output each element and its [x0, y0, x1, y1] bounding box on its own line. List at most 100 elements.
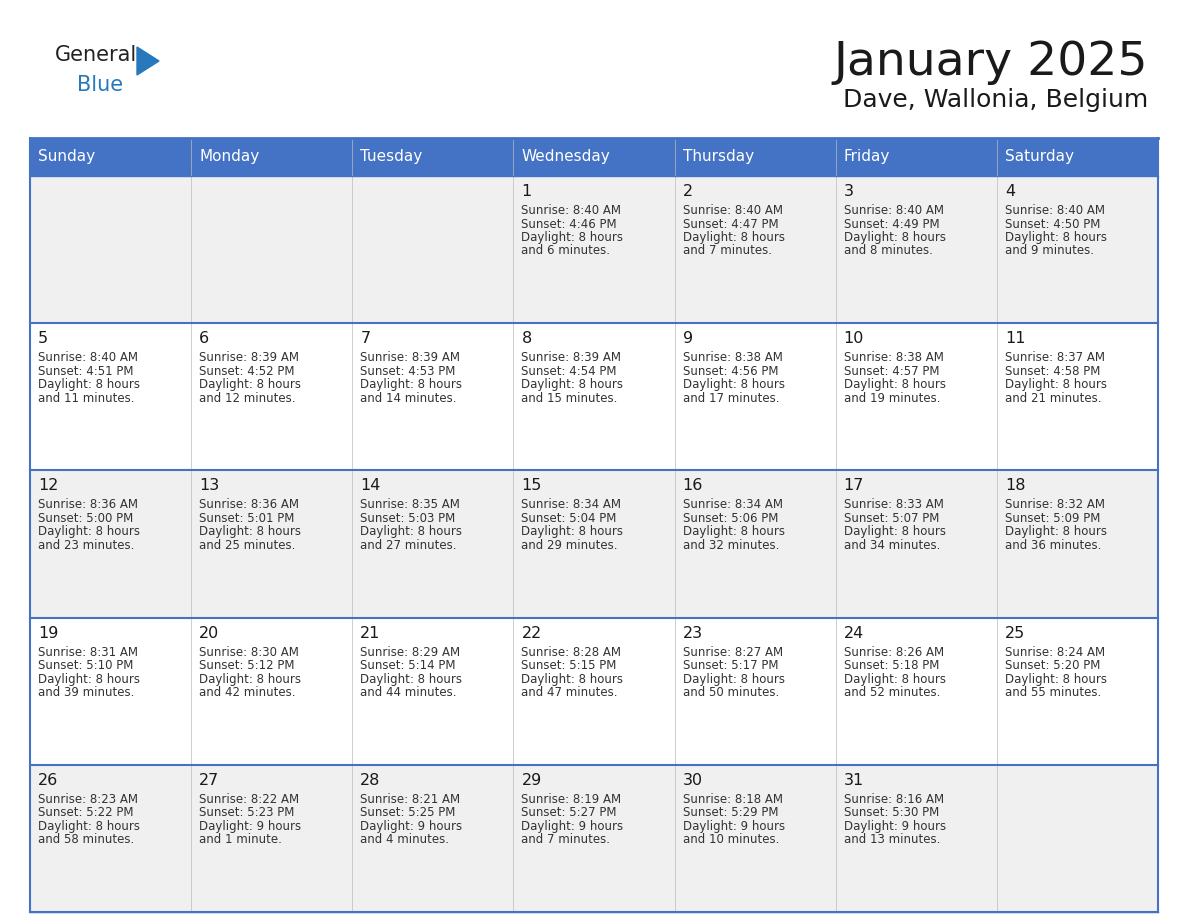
Text: Daylight: 8 hours: Daylight: 8 hours [38, 378, 140, 391]
Text: Daylight: 8 hours: Daylight: 8 hours [683, 378, 784, 391]
Text: Daylight: 8 hours: Daylight: 8 hours [1005, 673, 1107, 686]
Text: Sunrise: 8:39 AM: Sunrise: 8:39 AM [360, 352, 460, 364]
Text: Sunset: 5:01 PM: Sunset: 5:01 PM [200, 512, 295, 525]
Text: Sunset: 4:47 PM: Sunset: 4:47 PM [683, 218, 778, 230]
Text: Sunrise: 8:24 AM: Sunrise: 8:24 AM [1005, 645, 1105, 658]
Text: Daylight: 8 hours: Daylight: 8 hours [200, 673, 301, 686]
Text: Sunset: 5:14 PM: Sunset: 5:14 PM [360, 659, 456, 672]
Text: Daylight: 8 hours: Daylight: 8 hours [38, 673, 140, 686]
Text: Daylight: 8 hours: Daylight: 8 hours [522, 525, 624, 538]
Text: 28: 28 [360, 773, 380, 788]
Text: Sunrise: 8:34 AM: Sunrise: 8:34 AM [522, 498, 621, 511]
Text: Sunrise: 8:30 AM: Sunrise: 8:30 AM [200, 645, 299, 658]
Text: 9: 9 [683, 331, 693, 346]
Text: Sunrise: 8:40 AM: Sunrise: 8:40 AM [522, 204, 621, 217]
Text: 20: 20 [200, 625, 220, 641]
Text: Daylight: 8 hours: Daylight: 8 hours [360, 378, 462, 391]
Text: Sunset: 5:29 PM: Sunset: 5:29 PM [683, 806, 778, 819]
Text: Sunrise: 8:22 AM: Sunrise: 8:22 AM [200, 793, 299, 806]
Bar [30, 176, 1158, 323]
Text: and 4 minutes.: and 4 minutes. [360, 834, 449, 846]
Text: Daylight: 8 hours: Daylight: 8 hours [843, 673, 946, 686]
Text: and 19 minutes.: and 19 minutes. [843, 392, 940, 405]
Text: and 39 minutes.: and 39 minutes. [38, 686, 134, 700]
Text: and 29 minutes.: and 29 minutes. [522, 539, 618, 552]
Text: Sunset: 5:09 PM: Sunset: 5:09 PM [1005, 512, 1100, 525]
Text: 17: 17 [843, 478, 864, 493]
Text: and 1 minute.: and 1 minute. [200, 834, 282, 846]
Text: Tuesday: Tuesday [360, 150, 423, 164]
Text: Dave, Wallonia, Belgium: Dave, Wallonia, Belgium [842, 88, 1148, 112]
Bar [30, 470, 1158, 618]
Text: and 32 minutes.: and 32 minutes. [683, 539, 779, 552]
Text: Sunset: 5:10 PM: Sunset: 5:10 PM [38, 659, 133, 672]
Text: Sunrise: 8:23 AM: Sunrise: 8:23 AM [38, 793, 138, 806]
Text: Sunset: 4:50 PM: Sunset: 4:50 PM [1005, 218, 1100, 230]
Text: 13: 13 [200, 478, 220, 493]
Text: 3: 3 [843, 184, 854, 199]
Text: Sunrise: 8:40 AM: Sunrise: 8:40 AM [1005, 204, 1105, 217]
Text: Sunrise: 8:39 AM: Sunrise: 8:39 AM [522, 352, 621, 364]
Text: Daylight: 9 hours: Daylight: 9 hours [360, 820, 462, 833]
Text: Daylight: 8 hours: Daylight: 8 hours [1005, 378, 1107, 391]
Text: General: General [55, 45, 138, 65]
Text: and 58 minutes.: and 58 minutes. [38, 834, 134, 846]
Text: and 7 minutes.: and 7 minutes. [522, 834, 611, 846]
Bar [30, 765, 1158, 912]
Text: 15: 15 [522, 478, 542, 493]
Text: Blue: Blue [77, 75, 124, 95]
Text: 30: 30 [683, 773, 702, 788]
Text: Sunrise: 8:26 AM: Sunrise: 8:26 AM [843, 645, 943, 658]
Text: and 10 minutes.: and 10 minutes. [683, 834, 779, 846]
Text: Sunrise: 8:16 AM: Sunrise: 8:16 AM [843, 793, 943, 806]
Text: and 21 minutes.: and 21 minutes. [1005, 392, 1101, 405]
Bar [30, 138, 1158, 176]
Text: and 36 minutes.: and 36 minutes. [1005, 539, 1101, 552]
Text: 25: 25 [1005, 625, 1025, 641]
Text: Sunset: 4:53 PM: Sunset: 4:53 PM [360, 364, 456, 377]
Text: 21: 21 [360, 625, 380, 641]
Text: Sunset: 4:58 PM: Sunset: 4:58 PM [1005, 364, 1100, 377]
Text: and 50 minutes.: and 50 minutes. [683, 686, 779, 700]
Text: Sunrise: 8:19 AM: Sunrise: 8:19 AM [522, 793, 621, 806]
Text: Sunrise: 8:18 AM: Sunrise: 8:18 AM [683, 793, 783, 806]
Text: Sunrise: 8:29 AM: Sunrise: 8:29 AM [360, 645, 461, 658]
Text: Sunrise: 8:33 AM: Sunrise: 8:33 AM [843, 498, 943, 511]
Text: Sunset: 5:25 PM: Sunset: 5:25 PM [360, 806, 456, 819]
Text: Daylight: 8 hours: Daylight: 8 hours [843, 231, 946, 244]
Text: Sunset: 5:27 PM: Sunset: 5:27 PM [522, 806, 617, 819]
Text: Sunrise: 8:38 AM: Sunrise: 8:38 AM [843, 352, 943, 364]
Text: Daylight: 9 hours: Daylight: 9 hours [683, 820, 785, 833]
Text: Daylight: 8 hours: Daylight: 8 hours [1005, 231, 1107, 244]
Text: Daylight: 8 hours: Daylight: 8 hours [683, 231, 784, 244]
Text: 31: 31 [843, 773, 864, 788]
Text: Daylight: 8 hours: Daylight: 8 hours [683, 525, 784, 538]
Text: Sunset: 5:06 PM: Sunset: 5:06 PM [683, 512, 778, 525]
Text: Sunset: 5:03 PM: Sunset: 5:03 PM [360, 512, 455, 525]
Text: Thursday: Thursday [683, 150, 753, 164]
Text: and 8 minutes.: and 8 minutes. [843, 244, 933, 258]
Text: Sunset: 4:56 PM: Sunset: 4:56 PM [683, 364, 778, 377]
Text: Sunrise: 8:21 AM: Sunrise: 8:21 AM [360, 793, 461, 806]
Text: Sunrise: 8:32 AM: Sunrise: 8:32 AM [1005, 498, 1105, 511]
Text: and 44 minutes.: and 44 minutes. [360, 686, 456, 700]
Text: Sunrise: 8:34 AM: Sunrise: 8:34 AM [683, 498, 783, 511]
Text: 22: 22 [522, 625, 542, 641]
Text: Sunrise: 8:38 AM: Sunrise: 8:38 AM [683, 352, 783, 364]
Text: Sunrise: 8:28 AM: Sunrise: 8:28 AM [522, 645, 621, 658]
Text: and 55 minutes.: and 55 minutes. [1005, 686, 1101, 700]
Text: Sunrise: 8:40 AM: Sunrise: 8:40 AM [683, 204, 783, 217]
Text: Daylight: 8 hours: Daylight: 8 hours [200, 378, 301, 391]
Bar [30, 618, 1158, 765]
Text: and 17 minutes.: and 17 minutes. [683, 392, 779, 405]
Text: 11: 11 [1005, 331, 1025, 346]
Text: and 6 minutes.: and 6 minutes. [522, 244, 611, 258]
Text: Sunset: 4:46 PM: Sunset: 4:46 PM [522, 218, 617, 230]
Text: 14: 14 [360, 478, 380, 493]
Text: Sunset: 5:12 PM: Sunset: 5:12 PM [200, 659, 295, 672]
Text: 27: 27 [200, 773, 220, 788]
Text: and 27 minutes.: and 27 minutes. [360, 539, 456, 552]
Text: Daylight: 8 hours: Daylight: 8 hours [200, 525, 301, 538]
Text: Sunset: 5:17 PM: Sunset: 5:17 PM [683, 659, 778, 672]
Text: Sunset: 5:20 PM: Sunset: 5:20 PM [1005, 659, 1100, 672]
